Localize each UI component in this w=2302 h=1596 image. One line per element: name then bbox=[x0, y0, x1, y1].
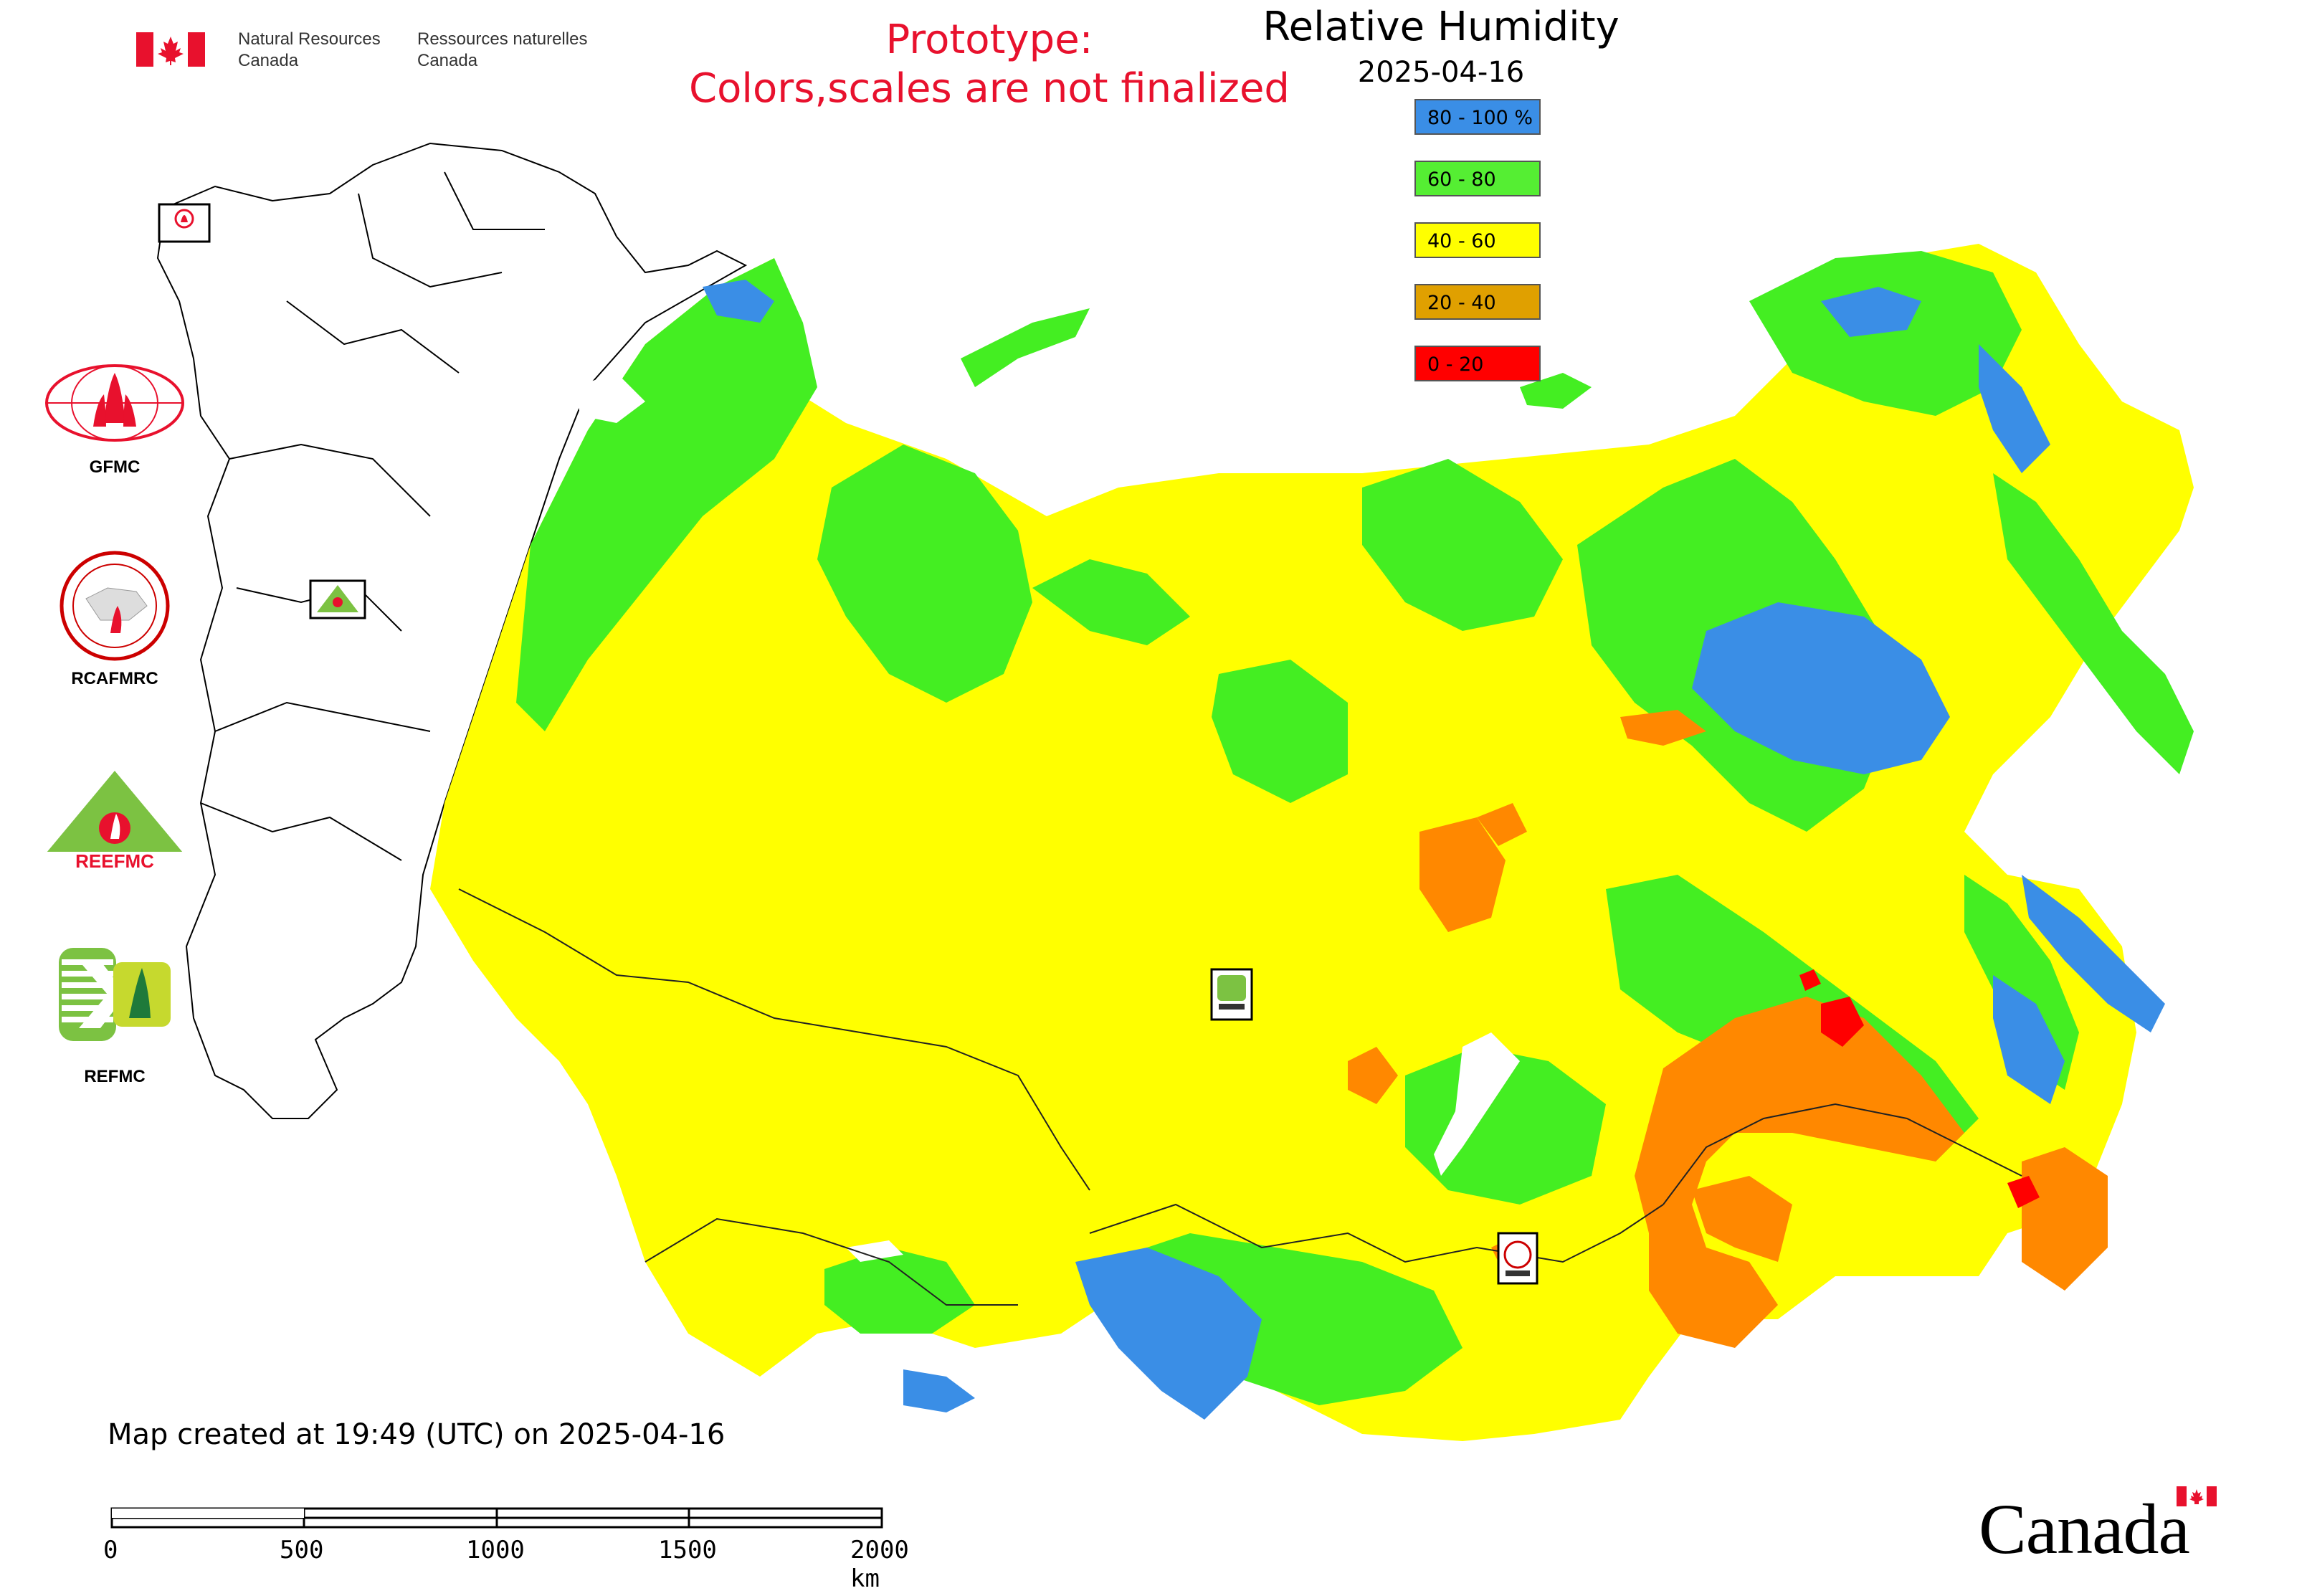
zone-north-coast-green bbox=[1032, 559, 1190, 645]
asia-borders bbox=[458, 888, 2022, 1306]
scale-label-0: 0 bbox=[103, 1536, 118, 1564]
zone-baikal-green bbox=[1405, 1047, 1606, 1205]
legend-label: 40 - 60 bbox=[1427, 230, 1496, 252]
zone-yamal-green bbox=[817, 445, 1032, 703]
very-dry-zones bbox=[1799, 969, 2040, 1208]
legend-item-20-40: 20 - 40 bbox=[1414, 284, 1541, 320]
lake-baikal bbox=[1434, 1032, 1520, 1176]
zone-east-orange bbox=[1620, 710, 1706, 746]
legend-label: 0 - 20 bbox=[1427, 353, 1484, 376]
gfmc-label: GFMC bbox=[89, 457, 141, 477]
zone-chukotka-blue bbox=[1821, 287, 1921, 337]
gfmc-logo-icon bbox=[45, 364, 184, 442]
border-russia-kazakhstan bbox=[458, 888, 1090, 1191]
government-header: Natural Resources Canada Ressources natu… bbox=[136, 29, 609, 79]
prototype-line2: Colors,scales are not finalized bbox=[689, 65, 1290, 112]
prototype-line1: Prototype: bbox=[885, 16, 1093, 63]
prototype-notice: Prototype: Colors,scales are not finaliz… bbox=[631, 16, 1348, 113]
lake-balkhash bbox=[846, 1240, 903, 1262]
reefmc-logo-block: REEFMC bbox=[36, 767, 194, 875]
nrcan-fr-line2: Canada bbox=[417, 51, 478, 70]
zone-central-siberia-green bbox=[1212, 660, 1348, 803]
zone-kazakh-blue bbox=[903, 1369, 975, 1412]
zone-primorye-red bbox=[2007, 1176, 2040, 1208]
refmc-label: REFMC bbox=[84, 1067, 146, 1086]
zone-amur-blue bbox=[1993, 975, 2065, 1104]
map-marker-reefmc bbox=[309, 579, 366, 619]
scale-label-1500: 1500 bbox=[658, 1536, 717, 1564]
zone-transbaikal-orange bbox=[1635, 997, 1964, 1348]
map-created-timestamp: Map created at 19:49 (UTC) on 2025-04-16 bbox=[108, 1418, 726, 1451]
zone-kola-blue bbox=[703, 280, 774, 323]
legend-item-80-100: 80 - 100 % bbox=[1414, 99, 1541, 135]
legend-title: Relative Humidity bbox=[1262, 4, 1620, 50]
rcafmrc-logo-block: RCAFMRC bbox=[36, 548, 194, 692]
zone-manchuria-red bbox=[1799, 969, 1821, 991]
map-marker-rcafmrc bbox=[1497, 1232, 1538, 1285]
gfmc-logo-block: GFMC bbox=[36, 358, 194, 480]
water-bodies bbox=[574, 373, 1520, 1262]
nrcan-english-name: Natural Resources Canada bbox=[238, 29, 381, 72]
canada-flag-icon bbox=[136, 32, 205, 67]
zone-manchuria-orange bbox=[1692, 1176, 1792, 1262]
refmc-logo-icon bbox=[59, 948, 171, 1041]
very-humid-zones bbox=[703, 280, 2165, 1420]
dry-zones bbox=[1348, 710, 2108, 1348]
legend-label: 80 - 100 % bbox=[1427, 107, 1533, 129]
border-russia-mongolia bbox=[1089, 1203, 1664, 1263]
nrcan-en-line2: Canada bbox=[238, 51, 299, 70]
zone-yakutia-blue bbox=[1692, 602, 1950, 774]
zone-wrangel-green bbox=[1520, 373, 1592, 409]
border-russia-china bbox=[1663, 1103, 2022, 1205]
border-central-asia bbox=[645, 1217, 1018, 1306]
legend-item-40-60: 40 - 60 bbox=[1414, 222, 1541, 258]
nrcan-french-name: Ressources naturelles Canada bbox=[417, 29, 587, 72]
zone-chukotka-green bbox=[1749, 251, 2022, 416]
legend-item-60-80: 60 - 80 bbox=[1414, 161, 1541, 196]
nrcan-en-line1: Natural Resources bbox=[238, 29, 381, 49]
reefmc-logo-icon: REEFMC bbox=[43, 771, 186, 872]
white-sea bbox=[574, 373, 645, 423]
rcafmrc-label: RCAFMRC bbox=[71, 669, 158, 688]
country-outline-europe bbox=[156, 142, 748, 1119]
canada-wordmark-flag-icon bbox=[2177, 1486, 2217, 1506]
canada-wordmark: Canada bbox=[1979, 1486, 2222, 1569]
zone-northwest-green bbox=[516, 258, 817, 731]
zone-okhotsk-coast-blue bbox=[2022, 875, 2165, 1032]
zone-taymyr-green bbox=[1362, 459, 1563, 631]
scale-label-1000: 1000 bbox=[466, 1536, 525, 1564]
zone-amur-red bbox=[1821, 997, 1864, 1047]
map-marker-gfmc bbox=[158, 203, 211, 243]
zone-novaya-zemlya-green bbox=[961, 308, 1090, 387]
scale-bar: 0 500 1000 1500 2000 km bbox=[103, 1497, 909, 1593]
scale-bar-graphic bbox=[110, 1507, 883, 1529]
zone-kolyma-blue bbox=[1979, 344, 2050, 473]
rcafmrc-logo-icon bbox=[60, 551, 170, 661]
scale-label-500: 500 bbox=[280, 1536, 324, 1564]
legend-label: 20 - 40 bbox=[1427, 292, 1496, 314]
zone-central-orange-1 bbox=[1419, 817, 1506, 932]
legend-date: 2025-04-16 bbox=[1357, 56, 1525, 89]
nrcan-fr-line1: Ressources naturelles bbox=[417, 29, 588, 49]
zone-altai-blue bbox=[1075, 1248, 1262, 1420]
reefmc-logo-text: REEFMC bbox=[75, 850, 154, 872]
legend-item-0-20: 0 - 20 bbox=[1414, 346, 1541, 381]
scale-label-2000: 2000 km bbox=[850, 1536, 909, 1593]
zone-central-orange-2 bbox=[1477, 803, 1527, 846]
zone-kamchatka-green bbox=[1993, 473, 2194, 774]
legend-label: 60 - 80 bbox=[1427, 168, 1496, 191]
canada-wordmark-text: Canada bbox=[1979, 1489, 2190, 1569]
zone-primorye-orange bbox=[2022, 1147, 2108, 1291]
map-marker-refmc bbox=[1210, 968, 1253, 1021]
refmc-logo-block: REFMC bbox=[57, 946, 186, 1090]
zone-baikal-orange bbox=[1348, 1047, 1398, 1104]
europe-outline bbox=[156, 142, 748, 1119]
zone-kazakh-green bbox=[824, 1248, 975, 1334]
humidity-map bbox=[156, 142, 2194, 1441]
